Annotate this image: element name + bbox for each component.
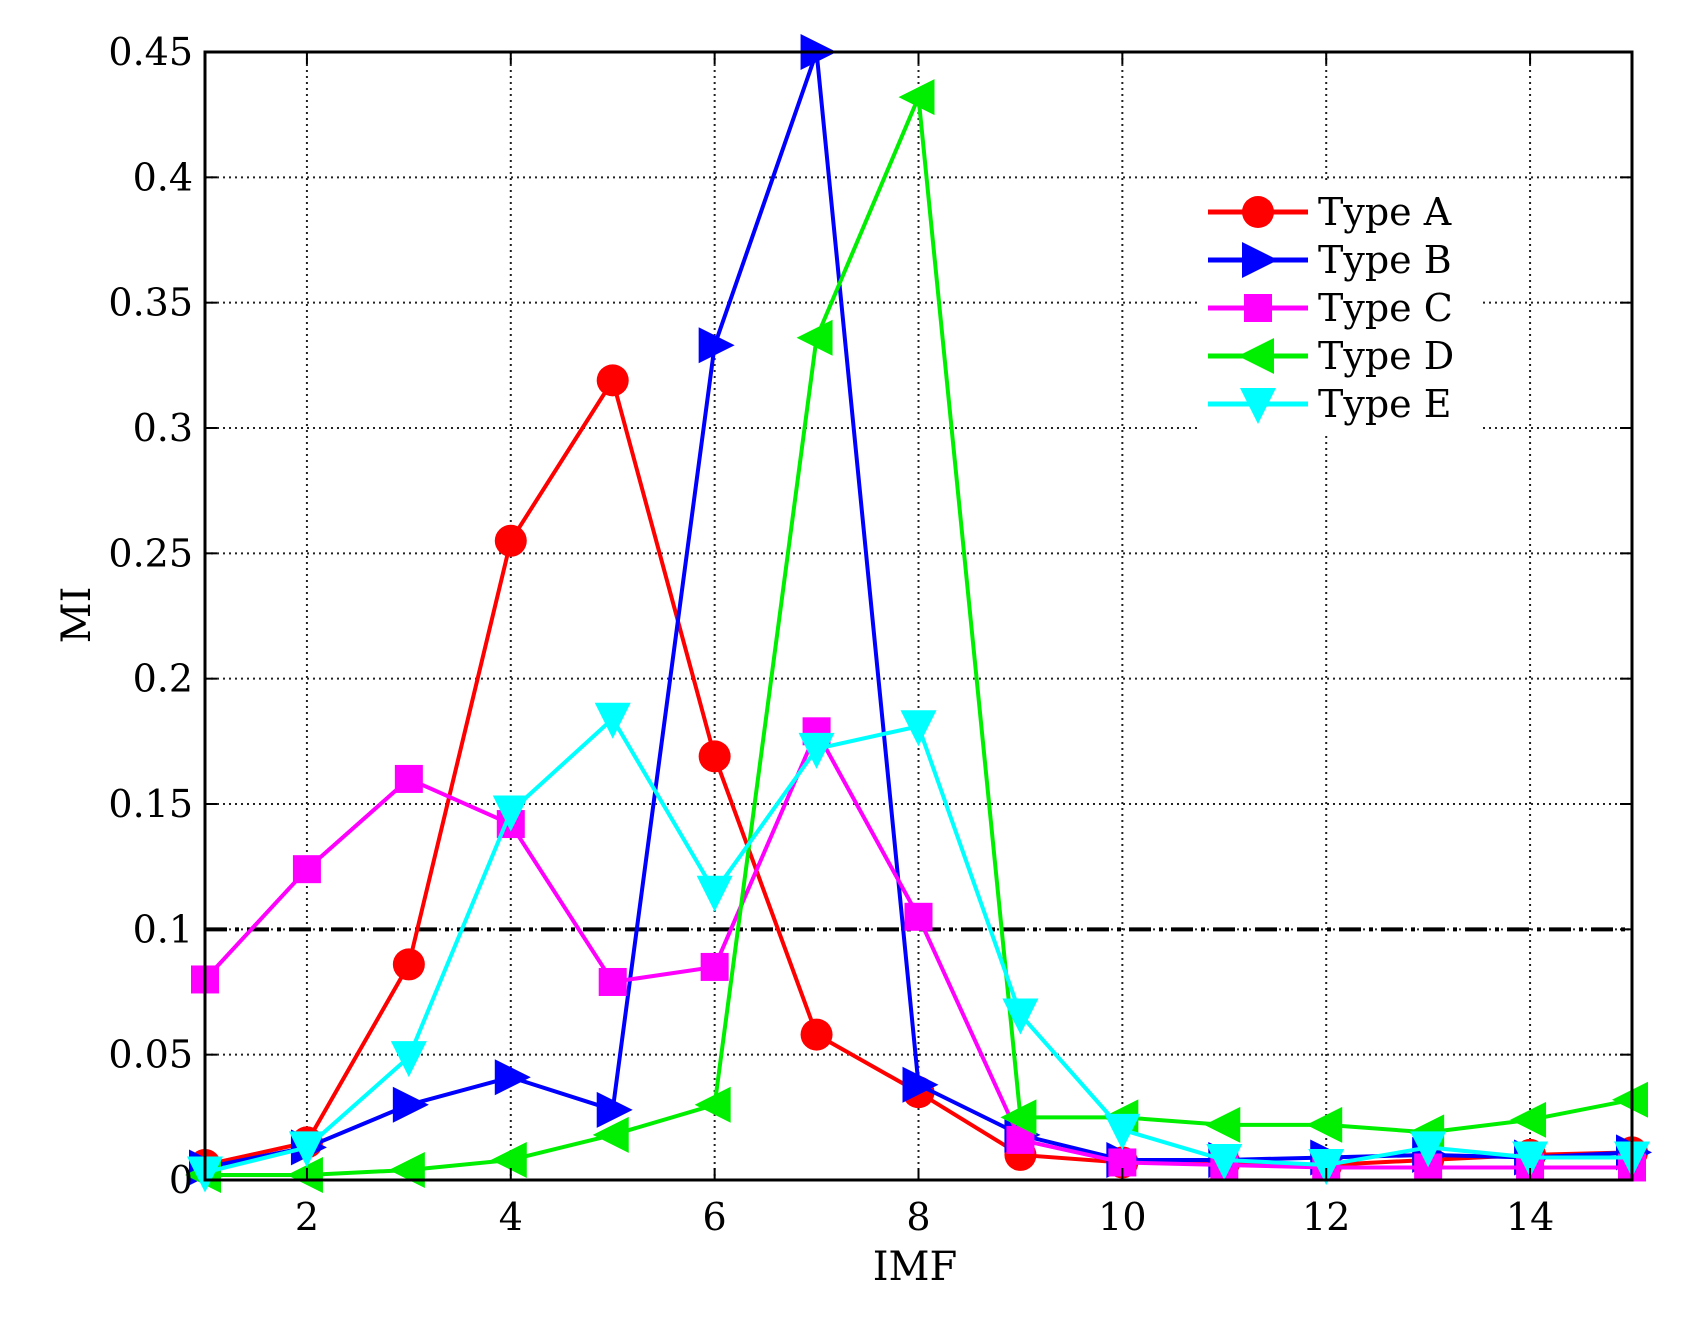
y-tick-label: 0.2 — [133, 657, 193, 701]
legend-item: Type A — [1208, 190, 1452, 234]
data-point-s3-5 — [694, 1086, 731, 1123]
legend-marker — [1242, 196, 1274, 228]
data-point-s4-11 — [1308, 1148, 1345, 1185]
y-tick-label: 0.3 — [133, 406, 193, 450]
legend-item: Type D — [1208, 334, 1454, 378]
data-point-s2-1 — [292, 855, 321, 884]
data-point-s3-4 — [592, 1116, 629, 1153]
legend-label: Type A — [1318, 190, 1452, 234]
data-point-s0-4 — [596, 364, 629, 397]
data-point-s1-4 — [596, 1091, 633, 1128]
data-point-s2-2 — [394, 764, 423, 793]
data-point-s3-3 — [490, 1141, 527, 1178]
data-point-s4-1 — [288, 1131, 325, 1168]
data-point-s3-10 — [1204, 1106, 1241, 1143]
data-point-s2-5 — [700, 952, 729, 981]
legend-item: Type B — [1208, 238, 1452, 282]
data-point-s1-2 — [392, 1086, 429, 1123]
legend-label: Type B — [1318, 238, 1452, 282]
y-tick-label: 0.35 — [108, 281, 193, 325]
x-tick-label: 8 — [906, 1195, 930, 1239]
data-point-s3-6 — [796, 319, 833, 356]
x-tick-label: 14 — [1506, 1195, 1554, 1239]
legend-marker — [1238, 338, 1274, 374]
data-point-s3-1 — [286, 1156, 323, 1193]
legend-marker — [1240, 388, 1276, 424]
data-point-s2-7 — [904, 902, 933, 931]
data-point-s4-13 — [1512, 1141, 1549, 1178]
data-point-s4-7 — [900, 710, 937, 747]
legend-item: Type C — [1208, 286, 1453, 330]
data-point-s4-8 — [1002, 998, 1039, 1035]
data-point-s3-11 — [1306, 1106, 1343, 1143]
data-point-s3-8 — [1000, 1099, 1037, 1136]
data-point-s0-3 — [494, 524, 527, 557]
data-point-s4-6 — [798, 732, 835, 769]
data-point-s1-3 — [494, 1059, 531, 1096]
data-point-s2-4 — [598, 967, 627, 996]
data-point-s1-5 — [698, 327, 735, 364]
data-point-s0-2 — [392, 948, 425, 981]
data-point-s4-3 — [492, 795, 529, 832]
legend-marker — [1242, 242, 1278, 278]
x-tick-label: 4 — [499, 1195, 523, 1239]
y-tick-label: 0.05 — [108, 1033, 193, 1077]
y-tick-label: 0.1 — [133, 907, 193, 951]
data-point-s4-2 — [390, 1041, 427, 1078]
y-axis-label: MI — [54, 587, 100, 644]
y-tick-label: 0.15 — [108, 782, 193, 826]
legend-label: Type D — [1318, 334, 1454, 378]
data-point-s3-14 — [1612, 1081, 1648, 1118]
y-tick-label: 0.25 — [108, 531, 193, 575]
x-tick-label: 2 — [295, 1195, 319, 1239]
data-point-s0-6 — [800, 1018, 833, 1051]
data-point-s4-5 — [696, 875, 733, 912]
data-point-s3-13 — [1510, 1101, 1547, 1138]
data-point-s1-7 — [902, 1066, 939, 1103]
data-point-s4-12 — [1410, 1131, 1447, 1168]
x-tick-label: 10 — [1098, 1195, 1146, 1239]
data-point-s3-7 — [898, 79, 935, 116]
data-point-s4-10 — [1206, 1143, 1243, 1180]
legend-item: Type E — [1208, 382, 1451, 426]
legend-label: Type C — [1318, 286, 1453, 330]
series-type-e — [187, 702, 1650, 1193]
legend-label: Type E — [1318, 382, 1451, 426]
y-tick-label: 0.45 — [108, 30, 193, 74]
data-point-s0-5 — [698, 740, 731, 773]
y-tick-label: 0.4 — [133, 155, 193, 199]
y-tick-label: 0 — [169, 1158, 193, 1202]
legend-marker — [1244, 294, 1272, 322]
x-axis-label: IMF — [873, 1244, 958, 1290]
x-tick-label: 6 — [703, 1195, 727, 1239]
data-point-s4-4 — [594, 702, 631, 739]
x-tick-label: 12 — [1302, 1195, 1350, 1239]
data-point-s4-9 — [1104, 1113, 1141, 1150]
